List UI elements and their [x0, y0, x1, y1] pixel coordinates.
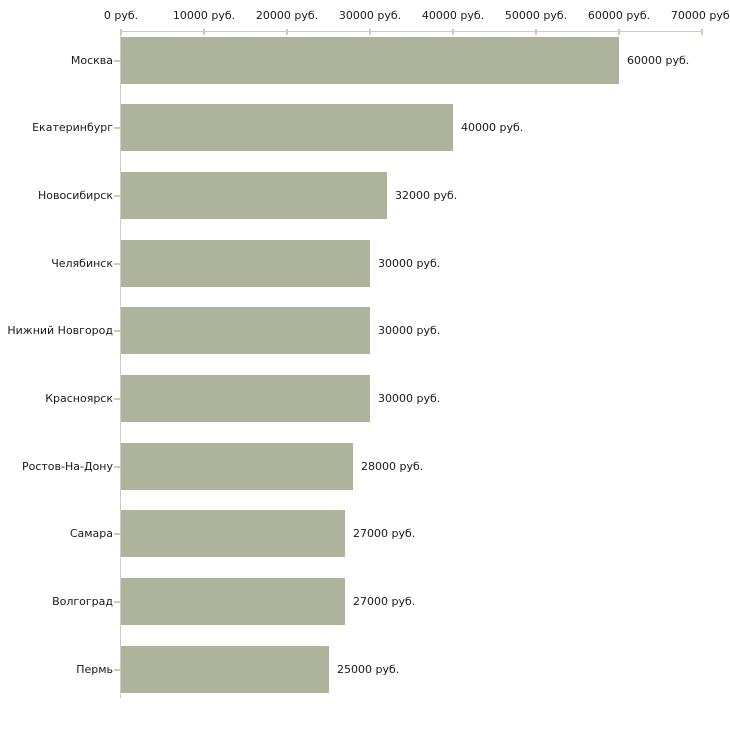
x-axis-tick-label: 20000 руб.	[255, 9, 319, 22]
category-label: Челябинск	[51, 257, 113, 270]
bar	[121, 375, 370, 422]
bar-value-label: 25000 руб.	[337, 663, 400, 676]
y-axis-tick-mark	[114, 398, 121, 400]
y-axis-tick-mark	[114, 669, 121, 671]
y-axis-tick-mark	[114, 60, 121, 62]
x-axis-tick-label: 0 руб.	[103, 9, 139, 22]
bar-value-label: 30000 руб.	[378, 324, 441, 337]
bar-value-label: 40000 руб.	[461, 121, 524, 134]
x-axis-tick-mark	[701, 29, 703, 35]
x-axis-tick-mark	[369, 29, 371, 35]
bar-value-label: 32000 руб.	[395, 189, 458, 202]
x-axis-tick-label: 70000 руб.	[670, 9, 730, 22]
y-axis-line	[120, 31, 121, 698]
bar	[121, 240, 370, 287]
category-label: Пермь	[76, 663, 113, 676]
category-label: Самара	[69, 527, 113, 540]
bar-value-label: 30000 руб.	[378, 392, 441, 405]
category-label: Нижний Новгород	[7, 324, 113, 337]
y-axis-tick-mark	[114, 195, 121, 197]
bar-value-label: 60000 руб.	[627, 54, 690, 67]
bar-value-label: 27000 руб.	[353, 595, 416, 608]
category-label: Ростов-На-Дону	[21, 460, 113, 473]
x-axis-tick-mark	[618, 29, 620, 35]
y-axis-tick-mark	[114, 127, 121, 129]
x-axis-tick-mark	[203, 29, 205, 35]
y-axis-tick-mark	[114, 601, 121, 603]
x-axis-tick-label: 50000 руб.	[504, 9, 568, 22]
x-axis-tick-mark	[452, 29, 454, 35]
bar	[121, 510, 345, 557]
x-axis-tick-mark	[286, 29, 288, 35]
bar	[121, 104, 453, 151]
x-axis-tick-mark	[120, 29, 122, 35]
x-axis-tick-label: 40000 руб.	[421, 9, 485, 22]
bar	[121, 307, 370, 354]
x-axis-tick-label: 10000 руб.	[172, 9, 236, 22]
bar	[121, 172, 387, 219]
x-axis-line	[120, 31, 703, 32]
bar-value-label: 27000 руб.	[353, 527, 416, 540]
y-axis-tick-mark	[114, 533, 121, 535]
category-label: Волгоград	[52, 595, 113, 608]
x-axis-tick-mark	[535, 29, 537, 35]
bar	[121, 443, 353, 490]
y-axis-tick-mark	[114, 466, 121, 468]
x-axis-tick-label: 60000 руб.	[587, 9, 651, 22]
bar	[121, 578, 345, 625]
category-label: Новосибирск	[37, 189, 113, 202]
bar-value-label: 30000 руб.	[378, 257, 441, 270]
y-axis-tick-mark	[114, 263, 121, 265]
category-label: Екатеринбург	[32, 121, 113, 134]
bar	[121, 646, 329, 693]
bar-value-label: 28000 руб.	[361, 460, 424, 473]
category-label: Москва	[70, 54, 113, 67]
x-axis-tick-label: 30000 руб.	[338, 9, 402, 22]
y-axis-tick-mark	[114, 330, 121, 332]
bar	[121, 37, 619, 84]
category-label: Красноярск	[45, 392, 113, 405]
